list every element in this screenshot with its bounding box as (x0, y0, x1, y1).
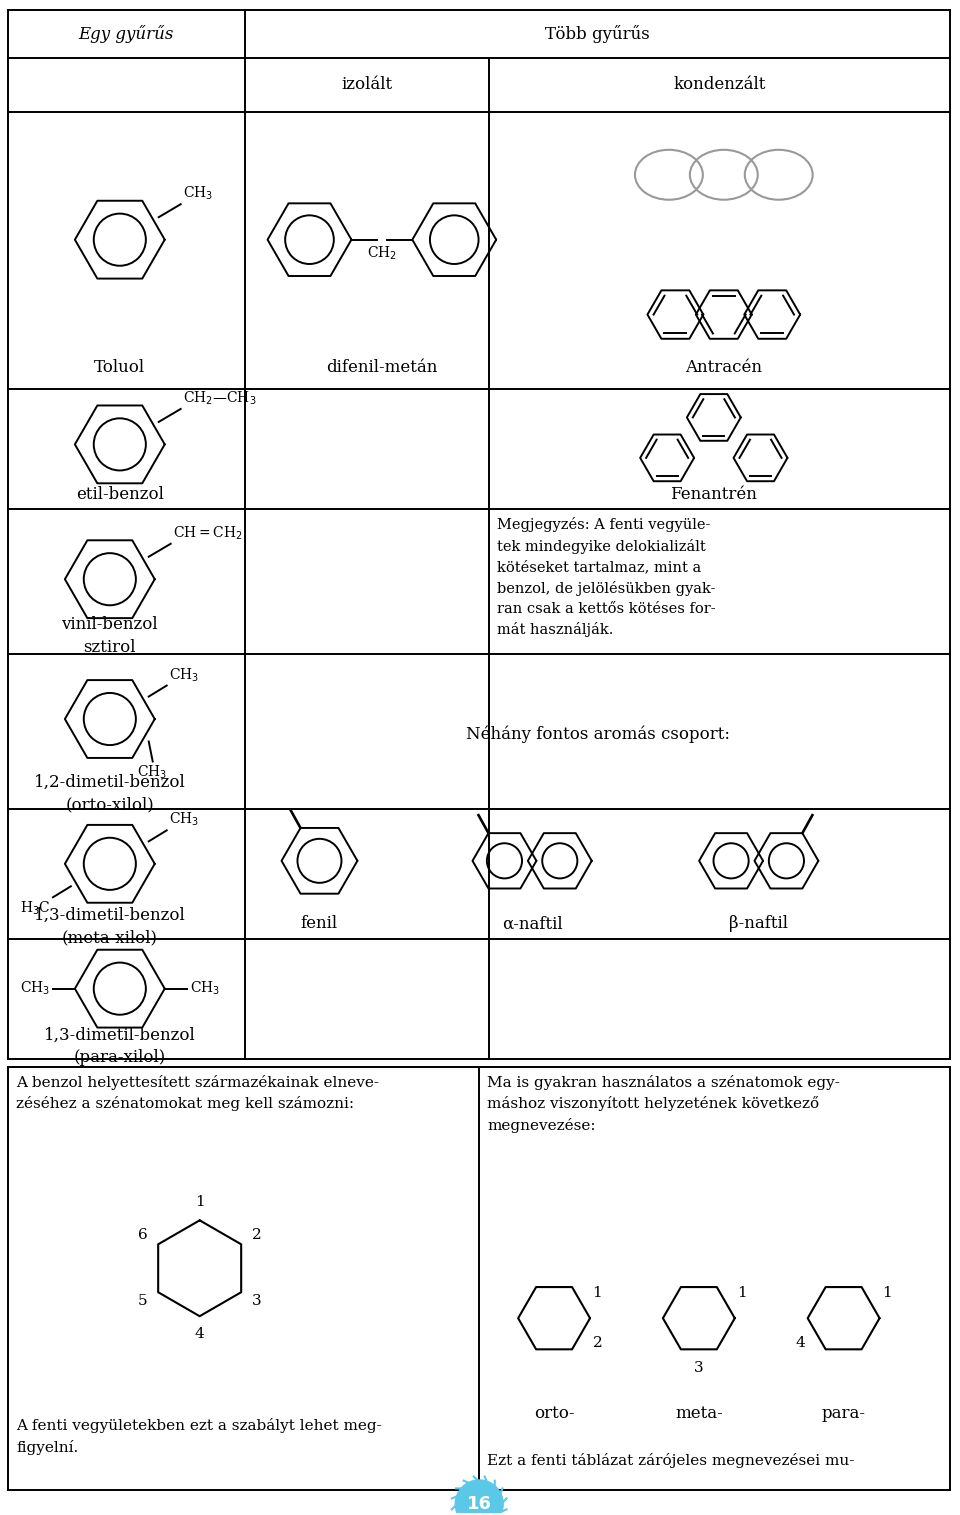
Text: Megjegyzés: A fenti vegyüle-
tek mindegyike delokializált
kötéseket tartalmaz, m: Megjegyzés: A fenti vegyüle- tek mindegy… (497, 517, 716, 638)
Text: Toluol: Toluol (94, 359, 145, 376)
Text: 1: 1 (882, 1286, 892, 1300)
Text: 3: 3 (694, 1360, 704, 1376)
Text: 3: 3 (252, 1294, 261, 1309)
Text: Ma is gyakran használatos a szénatomok egy-
máshoz viszonyított helyzetének köve: Ma is gyakran használatos a szénatomok e… (487, 1074, 840, 1133)
Text: CH$_3$: CH$_3$ (169, 811, 199, 829)
Text: β-naftil: β-naftil (730, 915, 788, 932)
Text: Több gyűrűs: Több gyűrűs (545, 24, 650, 42)
Text: 4: 4 (796, 1336, 805, 1350)
Text: CH$_2$: CH$_2$ (367, 245, 396, 262)
Text: 5: 5 (138, 1294, 148, 1309)
Text: A benzol helyettesített származékainak elneve-
zéséhez a szénatomokat meg kell s: A benzol helyettesített származékainak e… (16, 1074, 379, 1110)
Text: kondenzált: kondenzált (674, 76, 766, 94)
Circle shape (455, 1480, 503, 1515)
Text: H$_3$C: H$_3$C (20, 900, 51, 917)
Text: CH$_3$: CH$_3$ (190, 980, 220, 997)
Text: vinil-benzol
sztirol: vinil-benzol sztirol (61, 617, 158, 656)
Text: izolált: izolált (342, 76, 393, 94)
Text: 2: 2 (252, 1229, 262, 1242)
Text: Ezt a fenti táblázat zárójeles megnevezései mu-: Ezt a fenti táblázat zárójeles megnevezé… (487, 1453, 854, 1468)
Text: 1: 1 (737, 1286, 747, 1300)
Text: para-: para- (822, 1404, 866, 1421)
Text: Néhány fontos aromás csoport:: Néhány fontos aromás csoport: (466, 726, 730, 742)
Text: Antracén: Antracén (685, 359, 762, 376)
Text: CH$_3$: CH$_3$ (182, 185, 213, 201)
Text: CH$_3$: CH$_3$ (20, 980, 50, 997)
Text: 1,2-dimetil-benzol
(orto-xilol): 1,2-dimetil-benzol (orto-xilol) (34, 774, 185, 814)
Text: difenil-metán: difenil-metán (326, 359, 438, 376)
Text: Egy gyűrűs: Egy gyűrűs (79, 24, 174, 42)
Text: A fenti vegyületekben ezt a szabályt lehet meg-
figyelní.: A fenti vegyületekben ezt a szabályt leh… (16, 1418, 382, 1454)
Text: 1,3-dimetil-benzol
(meta-xilol): 1,3-dimetil-benzol (meta-xilol) (34, 907, 185, 947)
Text: meta-: meta- (675, 1404, 723, 1421)
Text: CH$_2$—CH$_3$: CH$_2$—CH$_3$ (182, 389, 256, 408)
Text: CH$_3$: CH$_3$ (136, 764, 167, 780)
Text: 1: 1 (592, 1286, 602, 1300)
Text: α-naftil: α-naftil (502, 915, 563, 932)
Text: CH$=$CH$_2$: CH$=$CH$_2$ (173, 524, 243, 542)
Text: Fenantrén: Fenantrén (670, 486, 757, 503)
Text: 4: 4 (195, 1327, 204, 1341)
Text: 1,3-dimetil-benzol
(para-xilol): 1,3-dimetil-benzol (para-xilol) (44, 1027, 196, 1067)
Text: 2: 2 (592, 1336, 602, 1350)
Text: fenil: fenil (300, 915, 338, 932)
Text: etil-benzol: etil-benzol (76, 486, 164, 503)
Text: 1: 1 (195, 1195, 204, 1209)
Text: 6: 6 (137, 1229, 148, 1242)
Text: orto-: orto- (534, 1404, 574, 1421)
Text: CH$_3$: CH$_3$ (169, 667, 199, 683)
Text: 16: 16 (467, 1495, 492, 1513)
